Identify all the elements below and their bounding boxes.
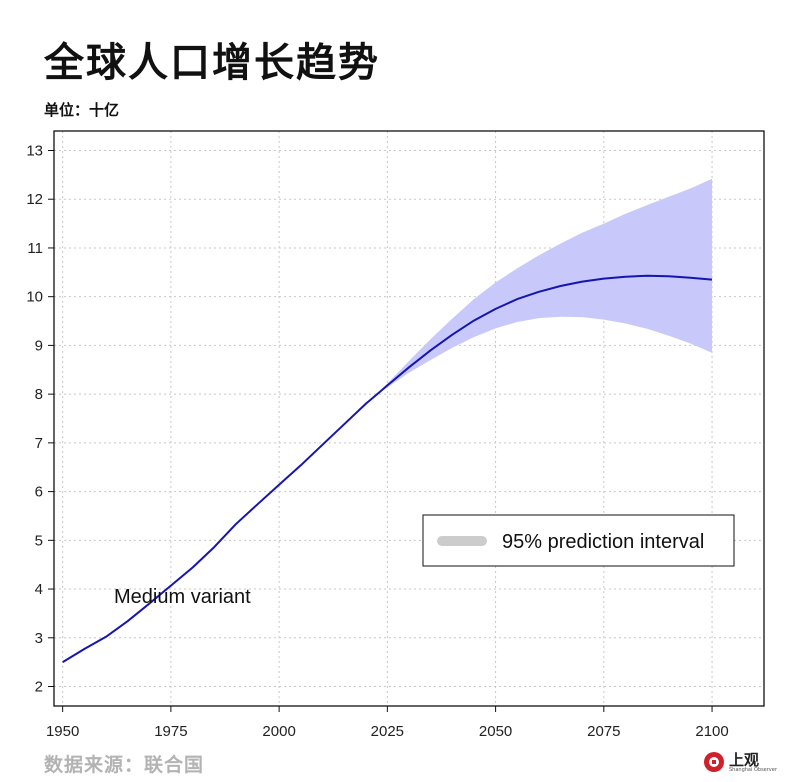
y-tick-label: 13: [26, 142, 43, 159]
logo-subtext: Shanghai Observer: [729, 767, 777, 773]
y-tick-label: 11: [27, 240, 43, 257]
y-tick-label: 9: [35, 337, 43, 354]
y-tick-label: 10: [26, 289, 43, 306]
x-tick-label: 1975: [154, 723, 187, 740]
y-tick-label: 5: [35, 532, 43, 549]
legend: 95% prediction interval: [422, 514, 735, 567]
series-annotation: Medium variant: [114, 586, 251, 608]
y-tick-label: 4: [35, 581, 43, 598]
logo-mark-icon: [704, 752, 724, 772]
x-tick-label: 2075: [587, 723, 620, 740]
y-tick-label: 2: [35, 679, 43, 696]
prediction-band-layer: [374, 178, 712, 397]
publisher-logo: 上观 Shanghai Observer: [703, 749, 777, 775]
source-note: 数据来源：联合国: [44, 754, 205, 776]
series-line-layer: [62, 274, 713, 663]
y-tick-label: 12: [26, 191, 43, 208]
prediction-interval-band: [374, 178, 712, 397]
chart-title: 全球人口增长趋势: [44, 40, 380, 86]
y-tick-label: 3: [35, 630, 43, 647]
x-tick-label: 2100: [695, 723, 728, 740]
logo-text: 上观: [729, 751, 760, 769]
axis-ticks: 1950 1975 2000 2025 2050 2075 2100 2 3 4 5 6 7 8 9 10 11…: [26, 142, 728, 740]
y-tick-label: 8: [35, 386, 43, 403]
x-tick-label: 1950: [46, 723, 79, 740]
plot-frame: [53, 130, 765, 707]
x-tick-label: 2050: [479, 723, 512, 740]
y-tick-label: 7: [35, 435, 43, 452]
x-tick-label: 2025: [371, 723, 404, 740]
unit-label: 单位：十亿: [44, 101, 120, 119]
y-tick-label: 6: [35, 484, 43, 501]
legend-label: 95% prediction interval: [502, 531, 704, 553]
medium-variant-line: [62, 274, 713, 663]
x-tick-label: 2000: [262, 723, 295, 740]
